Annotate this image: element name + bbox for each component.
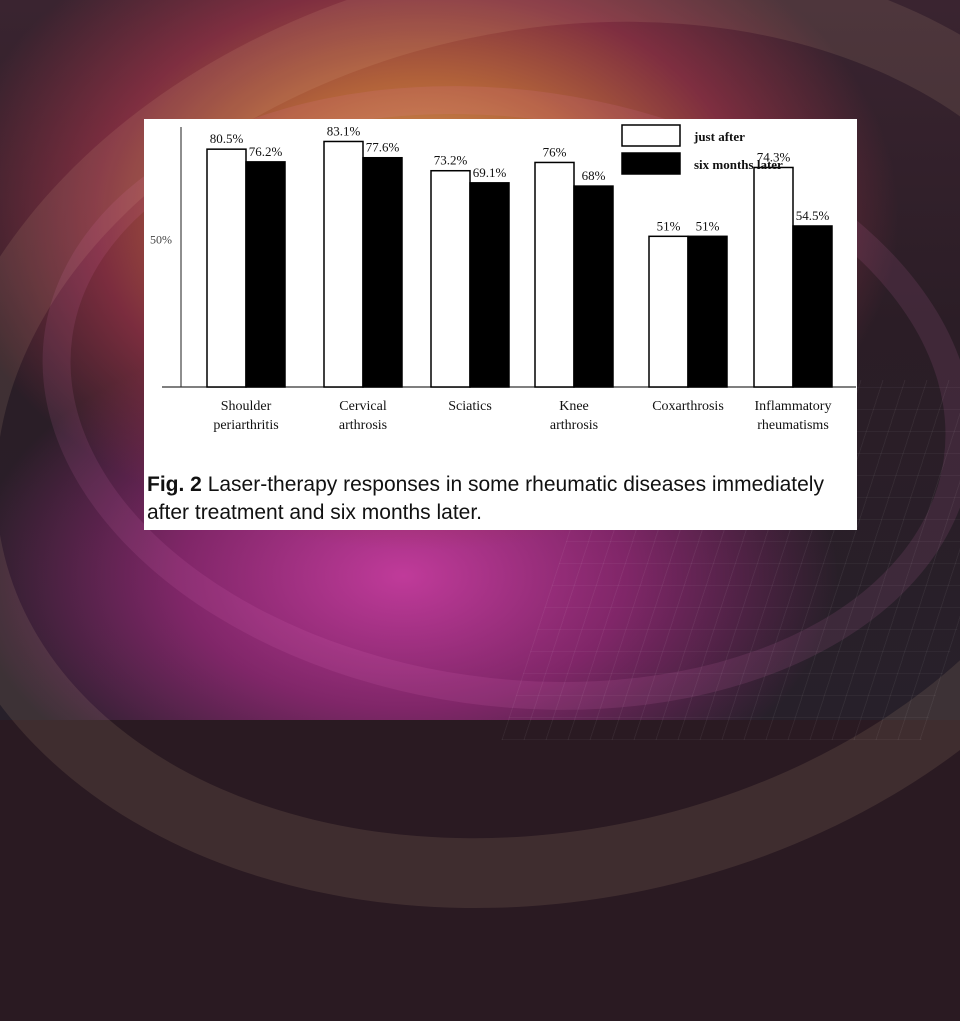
data-label-six-months-later-2: 77.6% xyxy=(366,140,400,155)
data-label-six-months-later-3: 69.1% xyxy=(473,165,507,180)
data-label-six-months-later-6: 54.5% xyxy=(796,208,830,223)
legend-swatch-six-months-later xyxy=(621,152,681,175)
bar-six-months-later-1 xyxy=(245,161,286,388)
bar-just-after-2 xyxy=(323,140,364,388)
data-label-just-after-3: 73.2% xyxy=(434,153,468,168)
legend-swatch-just-after xyxy=(621,124,681,147)
category-label-6-line-1: Inflammatory xyxy=(755,399,832,414)
figure-caption-label: Fig. 2 xyxy=(147,473,202,496)
category-label-1-line-1: Shoulder xyxy=(221,399,272,414)
data-label-just-after-1: 80.5% xyxy=(210,131,244,146)
category-label-4-line-1: Knee xyxy=(559,399,589,414)
bar-chart: 50% 80.5% 83.1% 73.2% 76% 51% 74.3% 76.2% 77.6% 6… xyxy=(150,123,856,433)
legend-label-six-months-later: six months later xyxy=(694,157,783,172)
category-label-4-line-2: arthrosis xyxy=(550,418,598,433)
legend-label-just-after: just after xyxy=(693,129,745,144)
category-label-5-line-1: Coxarthrosis xyxy=(652,399,724,414)
bar-six-months-later-4 xyxy=(573,185,614,388)
bar-just-after-6 xyxy=(753,166,794,388)
category-label-6-line-2: rheumatisms xyxy=(757,418,829,433)
data-label-just-after-4: 76% xyxy=(543,144,567,159)
bar-just-after-4 xyxy=(534,161,575,388)
category-label-3-line-1: Sciatics xyxy=(448,399,492,414)
data-label-just-after-6: 74.3% xyxy=(757,149,791,164)
data-label-just-after-5: 51% xyxy=(657,218,681,233)
bar-six-months-later-3 xyxy=(469,182,510,388)
bar-just-after-1 xyxy=(206,148,247,388)
data-label-just-after-2: 83.1% xyxy=(327,123,361,138)
category-label-2-line-1: Cervical xyxy=(339,399,387,414)
y-tick-label: 50% xyxy=(150,232,172,246)
bar-just-after-5 xyxy=(648,235,689,388)
figure-panel: 50% 80.5% 83.1% 73.2% 76% 51% 74.3% 76.2% 77.6% 6… xyxy=(144,119,857,530)
figure-caption-text: Laser-therapy responses in some rheumati… xyxy=(147,473,824,524)
figure-caption: Fig. 2 Laser-therapy responses in some r… xyxy=(147,471,853,527)
category-label-2-line-2: arthrosis xyxy=(339,418,387,433)
category-label-1-line-2: periarthritis xyxy=(213,418,278,433)
data-label-six-months-later-5: 51% xyxy=(696,218,720,233)
bar-six-months-later-5 xyxy=(687,235,728,388)
data-label-six-months-later-4: 68% xyxy=(582,168,606,183)
bar-just-after-3 xyxy=(430,169,471,388)
bar-six-months-later-6 xyxy=(792,225,833,388)
bar-six-months-later-2 xyxy=(362,156,403,388)
data-label-six-months-later-1: 76.2% xyxy=(249,144,283,159)
